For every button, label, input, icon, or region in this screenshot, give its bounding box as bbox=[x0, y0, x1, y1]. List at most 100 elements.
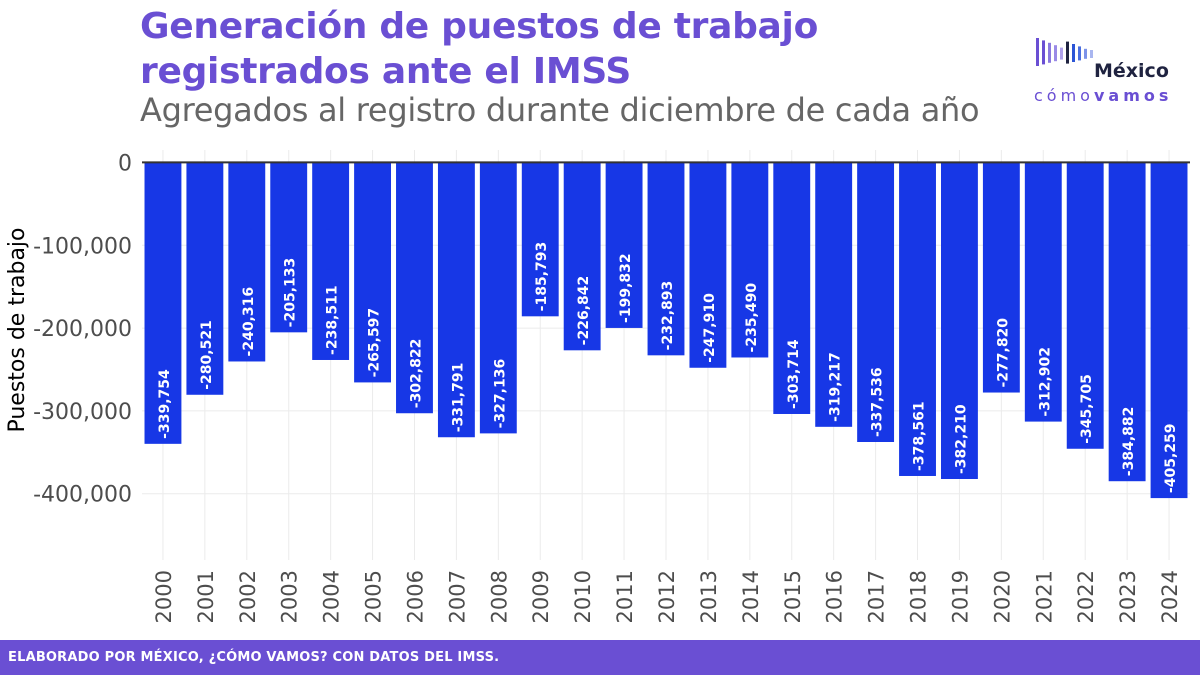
logo-bar-mark bbox=[1036, 38, 1039, 66]
bar bbox=[1066, 162, 1104, 449]
bar-value-label: -303,714 bbox=[786, 339, 802, 409]
logo-tagline-light: cómo bbox=[1034, 86, 1094, 105]
bar bbox=[521, 162, 559, 317]
x-tick-label: 2016 bbox=[823, 570, 847, 623]
logo-bar-mark bbox=[1090, 50, 1093, 58]
bar bbox=[857, 162, 895, 442]
bar-value-label: -226,842 bbox=[576, 276, 592, 346]
bar bbox=[899, 162, 936, 476]
y-tick-label: 0 bbox=[118, 151, 132, 176]
bar-value-label: -232,893 bbox=[660, 281, 676, 351]
x-tick-label: 2012 bbox=[655, 570, 679, 623]
bar-value-label: -319,217 bbox=[828, 352, 844, 422]
bar bbox=[982, 162, 1020, 393]
bar-value-label: -205,133 bbox=[283, 258, 299, 328]
bar bbox=[312, 162, 350, 360]
x-tick-label: 2004 bbox=[320, 570, 344, 623]
logo-bar-mark bbox=[1066, 41, 1069, 64]
x-tick-label: 2021 bbox=[1032, 570, 1056, 623]
bar bbox=[773, 162, 811, 414]
bar bbox=[228, 162, 266, 362]
bar-value-label: -280,521 bbox=[199, 320, 215, 390]
bar-value-label: -327,136 bbox=[492, 359, 508, 429]
chart-subtitle: Agregados al registro durante diciembre … bbox=[140, 91, 980, 129]
logo-tagline-bold: vamos bbox=[1093, 86, 1173, 105]
bar-value-label: -378,561 bbox=[912, 401, 928, 471]
y-tick-label: -400,000 bbox=[33, 483, 132, 508]
logo-tagline: cómovamos bbox=[1034, 86, 1172, 105]
mexico-como-vamos-logo: México cómovamos bbox=[1030, 30, 1180, 130]
bar-value-label: -339,754 bbox=[157, 369, 173, 439]
logo-bar-mark bbox=[1042, 40, 1045, 65]
chart-title-line-1: Generación de puestos de trabajo bbox=[140, 6, 819, 47]
bar bbox=[354, 162, 392, 383]
footer-bar: ELABORADO POR MÉXICO, ¿CÓMO VAMOS? CON D… bbox=[0, 640, 1200, 675]
x-tick-label: 2018 bbox=[907, 570, 931, 623]
bar bbox=[1024, 162, 1062, 422]
bar-value-label: -235,490 bbox=[744, 283, 760, 353]
bar bbox=[647, 162, 685, 356]
logo-bar-mark bbox=[1060, 47, 1063, 60]
x-tick-label: 2019 bbox=[948, 570, 972, 623]
x-tick-label: 2003 bbox=[278, 570, 302, 623]
x-tick-label: 2013 bbox=[697, 570, 721, 623]
bar-value-label: -247,910 bbox=[702, 293, 718, 363]
x-tick-label: 2001 bbox=[194, 570, 218, 623]
bar bbox=[731, 162, 769, 358]
x-tick-label: 2000 bbox=[152, 570, 176, 623]
bar bbox=[479, 162, 517, 434]
bar bbox=[144, 162, 182, 444]
x-tick-label: 2014 bbox=[739, 570, 763, 623]
bar-value-label: -331,791 bbox=[450, 363, 466, 433]
bar-value-label: -405,259 bbox=[1163, 424, 1179, 494]
bar-value-label: -238,511 bbox=[325, 285, 341, 355]
bar bbox=[1150, 162, 1188, 499]
bar bbox=[605, 162, 643, 328]
bar bbox=[396, 162, 433, 414]
bar-value-label: -312,902 bbox=[1037, 347, 1053, 417]
y-tick-label: -300,000 bbox=[33, 400, 132, 425]
x-tick-label: 2010 bbox=[571, 570, 595, 623]
x-tick-label: 2007 bbox=[445, 570, 469, 623]
y-axis-title: Puestos de trabajo bbox=[5, 227, 30, 432]
bar bbox=[1108, 162, 1146, 482]
bar bbox=[689, 162, 727, 368]
x-tick-label: 2015 bbox=[781, 570, 805, 623]
bar-value-label: -265,597 bbox=[367, 308, 383, 378]
x-tick-label: 2006 bbox=[403, 570, 427, 623]
bar bbox=[563, 162, 601, 351]
x-tick-label: 2020 bbox=[990, 570, 1014, 623]
bar-value-label: -384,882 bbox=[1121, 407, 1137, 477]
y-tick-label: -200,000 bbox=[33, 317, 132, 342]
x-tick-label: 2008 bbox=[487, 570, 511, 623]
chart-title-line-2: registrados ante el IMSS bbox=[140, 51, 632, 92]
bar bbox=[815, 162, 853, 427]
bar-value-label: -302,822 bbox=[408, 339, 424, 409]
logo-bar-mark bbox=[1078, 46, 1081, 61]
logo-bar-mark bbox=[1084, 48, 1087, 59]
bar bbox=[437, 162, 475, 438]
x-tick-label: 2017 bbox=[865, 570, 889, 623]
x-tick-label: 2024 bbox=[1158, 570, 1182, 623]
bar-value-label: -199,832 bbox=[618, 253, 634, 323]
x-tick-label: 2011 bbox=[613, 570, 637, 623]
y-tick-label: -100,000 bbox=[33, 234, 132, 259]
bar-value-label: -345,705 bbox=[1079, 374, 1095, 444]
bar-value-label: -277,820 bbox=[995, 318, 1011, 388]
logo-bar-mark bbox=[1072, 44, 1075, 62]
logo-bar-mark bbox=[1054, 45, 1057, 62]
logo-bar-mark bbox=[1048, 42, 1051, 63]
bar bbox=[940, 162, 978, 480]
bar-value-label: -240,316 bbox=[241, 287, 257, 357]
bar-value-label: -185,793 bbox=[534, 242, 550, 312]
footer-credit: ELABORADO POR MÉXICO, ¿CÓMO VAMOS? CON D… bbox=[8, 650, 500, 665]
x-tick-label: 2022 bbox=[1074, 570, 1098, 623]
x-tick-label: 2009 bbox=[529, 570, 553, 623]
bar-chart: 0 -100,000 -200,000 -300,000 -400,000 -339,75… bbox=[5, 150, 1190, 623]
x-tick-label: 2002 bbox=[236, 570, 260, 623]
bar bbox=[270, 162, 308, 333]
logo-bars-icon bbox=[1036, 38, 1093, 66]
logo-name: México bbox=[1094, 60, 1169, 82]
bar bbox=[186, 162, 224, 395]
chart-title: Generación de puestos de trabajo registr… bbox=[140, 4, 818, 94]
